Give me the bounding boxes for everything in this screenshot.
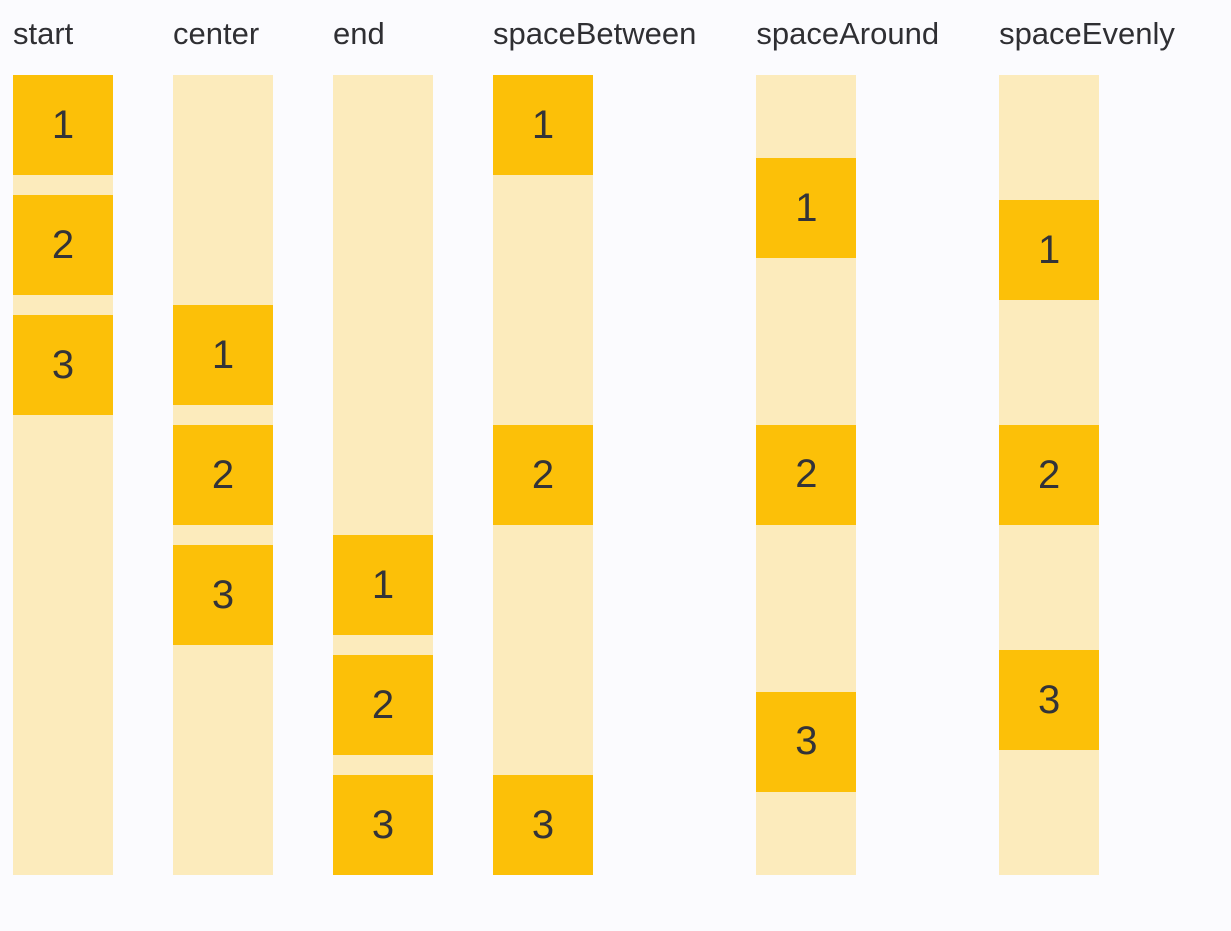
flex-item-box: 2 — [756, 424, 857, 525]
flex-item-box: 3 — [173, 545, 273, 645]
flex-item-box: 1 — [173, 305, 273, 405]
flex-column-spaceAround: spaceAround 1 2 3 — [756, 14, 939, 875]
flex-item-box: 2 — [493, 425, 593, 525]
flex-column-spaceEvenly: spaceEvenly 1 2 3 — [999, 14, 1175, 875]
flex-item-box: 1 — [13, 75, 113, 175]
column-label: spaceEvenly — [999, 16, 1175, 51]
flex-column-center: center 1 2 3 — [173, 14, 273, 875]
flex-item-box: 1 — [756, 158, 857, 259]
column-label: spaceBetween — [493, 16, 697, 51]
flex-track: 1 2 3 — [173, 75, 273, 875]
flex-item-box: 1 — [333, 535, 433, 635]
flex-item-box: 3 — [999, 650, 1100, 750]
column-label: center — [173, 16, 260, 51]
flex-track: 1 2 3 — [756, 75, 857, 875]
flex-item-box: 2 — [333, 655, 433, 755]
flex-track: 1 2 3 — [13, 75, 113, 875]
flex-item-box: 1 — [999, 200, 1100, 300]
flex-track: 1 2 3 — [333, 75, 433, 875]
flex-item-box: 3 — [333, 775, 433, 875]
column-label: spaceAround — [756, 16, 940, 51]
flex-column-end: end 1 2 3 — [333, 14, 433, 875]
flex-item-box: 2 — [999, 425, 1100, 525]
flex-track: 1 2 3 — [999, 75, 1100, 875]
flex-item-box: 2 — [173, 425, 273, 525]
flex-item-box: 2 — [13, 195, 113, 295]
flex-track: 1 2 3 — [493, 75, 593, 875]
flex-column-spaceBetween: spaceBetween 1 2 3 — [493, 14, 696, 875]
column-label: end — [333, 16, 385, 51]
column-label: start — [13, 16, 74, 51]
flex-item-box: 3 — [756, 691, 857, 792]
flex-item-box: 3 — [493, 775, 593, 875]
flex-item-box: 1 — [493, 75, 593, 175]
flex-item-box: 3 — [13, 315, 113, 415]
flex-column-start: start 1 2 3 — [13, 14, 113, 875]
